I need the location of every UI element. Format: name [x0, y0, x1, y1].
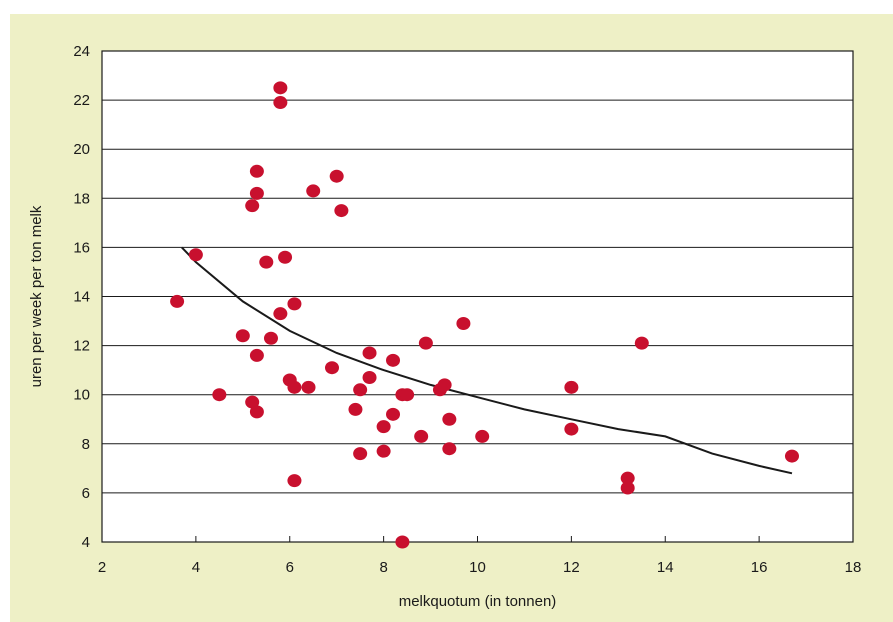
data-point [329, 169, 344, 183]
data-point [362, 371, 377, 385]
data-point [400, 388, 415, 402]
y-tick-label: 18 [73, 190, 90, 207]
data-point [249, 186, 264, 200]
top-margin [0, 0, 893, 14]
data-point [418, 336, 433, 350]
data-point [263, 331, 278, 345]
x-tick-label: 2 [98, 559, 106, 576]
y-tick-label: 10 [73, 387, 90, 404]
data-point [395, 535, 410, 549]
x-axis-title: melkquotum (in tonnen) [399, 593, 557, 610]
data-point [273, 81, 288, 95]
data-point [634, 336, 649, 350]
data-point [784, 449, 799, 463]
data-points [170, 81, 799, 549]
data-point [442, 412, 457, 426]
x-tick-label: 14 [657, 559, 674, 576]
x-tick-label: 6 [286, 559, 294, 576]
x-tick-label: 4 [192, 559, 200, 576]
y-tick-label: 12 [73, 338, 90, 355]
data-point [386, 353, 401, 367]
data-point [334, 204, 349, 218]
data-point [170, 294, 185, 308]
x-axis-ticks: 2 4 6 8 10 12 14 16 18 [98, 536, 862, 576]
data-point [301, 380, 316, 394]
data-point [353, 447, 368, 461]
data-point [245, 199, 260, 213]
data-point [306, 184, 321, 198]
y-tick-label: 8 [82, 436, 90, 453]
data-point [188, 248, 203, 262]
data-point [287, 380, 302, 394]
y-tick-label: 6 [82, 485, 90, 502]
x-tick-label: 8 [379, 559, 387, 576]
data-point [278, 250, 293, 264]
x-tick-label: 12 [563, 559, 580, 576]
trend-line [181, 246, 793, 475]
data-point [249, 164, 264, 178]
x-tick-label: 10 [469, 559, 486, 576]
data-point [442, 442, 457, 456]
gridlines [102, 99, 853, 494]
x-tick-label: 18 [845, 559, 862, 576]
y-tick-label: 4 [82, 534, 90, 551]
data-point [564, 380, 579, 394]
data-point [620, 471, 635, 485]
data-point [249, 348, 264, 362]
data-point [273, 96, 288, 110]
data-point [249, 405, 264, 419]
x-tick-label: 16 [751, 559, 768, 576]
data-point [376, 420, 391, 434]
data-point [235, 329, 250, 343]
data-point [287, 297, 302, 311]
data-point [414, 429, 429, 443]
data-point [376, 444, 391, 458]
data-point [353, 383, 368, 397]
data-point [456, 317, 471, 331]
data-point [564, 422, 579, 436]
data-point [348, 402, 363, 416]
data-point [437, 378, 452, 392]
y-tick-label: 14 [73, 289, 90, 306]
y-tick-label: 16 [73, 239, 90, 256]
data-point [273, 307, 288, 321]
data-point [212, 388, 227, 402]
y-tick-label: 24 [73, 43, 90, 60]
data-point [324, 361, 339, 375]
y-tick-label: 20 [73, 141, 90, 158]
data-point [386, 407, 401, 421]
data-point [287, 474, 302, 488]
data-point [245, 395, 260, 409]
data-point [475, 429, 490, 443]
y-tick-label: 22 [73, 92, 90, 109]
data-point [362, 346, 377, 360]
y-axis-title: uren per week per ton melk [28, 205, 45, 387]
data-point [259, 255, 274, 269]
y-axis-ticks: 4 6 8 10 12 14 16 18 20 22 24 [73, 43, 90, 551]
data-point [620, 481, 635, 495]
